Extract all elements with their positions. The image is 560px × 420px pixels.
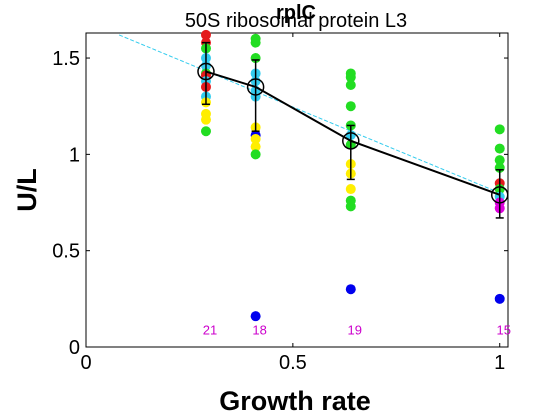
sample-count-label: 18 [252,323,266,338]
data-point [345,201,356,212]
mean-marker [342,132,360,150]
data-point [200,114,211,125]
data-point [494,124,505,135]
mean-marker [246,78,265,96]
data-point [345,80,356,91]
data-point [250,141,261,152]
fit-layer [118,34,500,194]
x-axis-label: Growth rate [219,386,371,416]
y-tick-label: 1 [69,144,80,166]
sample-count-label: 21 [203,323,217,338]
y-tick-label: 0 [69,337,80,359]
data-point [200,29,211,40]
chart-subtitle: 50S ribosomal protein L3 [185,10,407,32]
tick-layer: 0 0.5 1 0 0.5 1 1.5 [52,33,508,374]
x-tick-label: 0 [80,352,91,374]
data-point [494,155,505,166]
mean-marker [197,62,215,81]
data-point [494,293,505,304]
data-point [345,72,356,83]
count-layer: 21 18 19 15 [203,323,511,338]
data-point [250,149,261,160]
data-point [494,143,505,154]
chart-title: rplC [276,2,316,24]
y-axis-label: U/L [12,168,42,212]
y-tick-label: 0.5 [52,241,80,263]
fit-line [118,34,500,194]
data-point [250,311,261,322]
data-point [200,126,211,137]
mean-line [205,70,501,196]
data-point [250,37,261,48]
sample-count-label: 15 [496,323,510,338]
mean-marker [490,186,509,204]
y-tick-label: 1.5 [52,48,80,70]
data-point [345,101,356,112]
plot-area [85,32,509,348]
x-tick-label: 1 [494,352,505,374]
x-tick-label: 0.5 [279,352,307,374]
sample-count-label: 19 [348,323,362,338]
data-point [345,184,356,195]
mean-layer [197,41,509,219]
data-point [250,133,261,144]
data-point [345,284,356,295]
